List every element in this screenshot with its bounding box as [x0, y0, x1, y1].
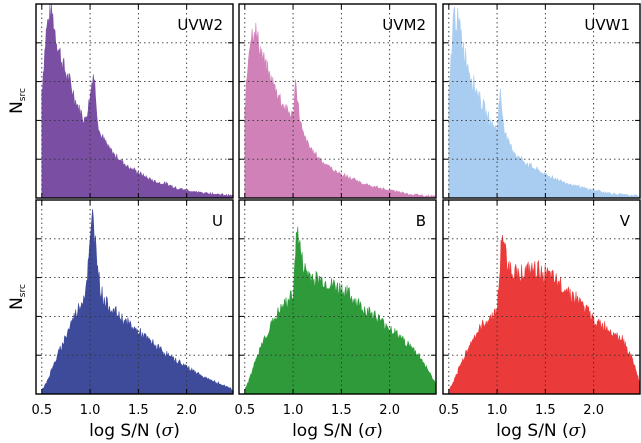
- x-axis-title-symbol: σ: [365, 421, 377, 441]
- band-label-v: V: [620, 212, 631, 230]
- x-tick-label-2-2: 1.5: [535, 403, 556, 418]
- band-label-u: U: [212, 212, 223, 230]
- panel-frame: [442, 3, 641, 199]
- panels-group: UVW2 UVM2 UVW1 U B V: [35, 3, 641, 395]
- histogram-area-uvw2: [41, 4, 233, 198]
- panel-frame: [442, 199, 641, 395]
- band-label-b: B: [416, 212, 426, 230]
- x-tick-label-0-3: 2.0: [176, 403, 197, 418]
- x-axis-title-text: log S/N (: [292, 421, 365, 441]
- x-axis-title-col3: log S/N (σ): [496, 421, 587, 441]
- panel-v: V: [442, 199, 641, 395]
- x-tick-label-1-0: 0.5: [234, 403, 255, 418]
- histogram-area-v: [448, 235, 640, 394]
- panel-b: B: [238, 199, 437, 395]
- x-tick-label-2-1: 1.0: [487, 403, 508, 418]
- panel-uvw1: UVW1: [442, 3, 641, 199]
- x-axis-title-close: ): [580, 421, 587, 441]
- panel-frame: [35, 199, 234, 395]
- x-axis-title-col1: log S/N (σ): [89, 421, 180, 441]
- x-tick-label-1-2: 1.5: [331, 403, 352, 418]
- x-axis-labels: 0.5 1.0 1.5 2.0 0.5 1.0 1.5 2.0 0.5 1.0 1.5 2.0: [31, 403, 604, 418]
- y-axis-title-bottom: Nsrc: [7, 284, 28, 310]
- y-axis-title-main: N: [7, 101, 27, 114]
- x-axis-title-symbol: σ: [569, 421, 581, 441]
- band-label-uvm2: UVM2: [382, 16, 426, 34]
- panel-uvm2: UVM2: [238, 3, 437, 199]
- y-axis-title-sub: src: [18, 88, 28, 101]
- histogram-area-uvm2: [244, 22, 436, 198]
- histogram-area-uvw1: [448, 6, 640, 198]
- band-label-uvw1: UVW1: [584, 16, 630, 34]
- x-tick-label-0-2: 1.5: [128, 403, 149, 418]
- panel-frame: [35, 3, 234, 199]
- panel-frame: [238, 3, 437, 199]
- y-axis-title-sub: src: [18, 284, 28, 297]
- panel-u: U: [35, 199, 234, 395]
- x-tick-label-1-1: 1.0: [283, 403, 304, 418]
- x-tick-label-1-3: 2.0: [379, 403, 400, 418]
- histogram-area-u: [41, 209, 233, 394]
- y-axis-title-main: N: [7, 297, 27, 310]
- x-tick-label-2-0: 0.5: [438, 403, 459, 418]
- panel-frame: [238, 199, 437, 395]
- band-label-uvw2: UVW2: [177, 16, 223, 34]
- x-tick-label-2-3: 2.0: [583, 403, 604, 418]
- x-tick-label-0-0: 0.5: [31, 403, 52, 418]
- x-tick-label-0-1: 1.0: [80, 403, 101, 418]
- histogram-area-b: [244, 226, 436, 394]
- x-axis-title-col2: log S/N (σ): [292, 421, 383, 441]
- x-axis-title-close: ): [173, 421, 180, 441]
- y-axis-title-top: Nsrc: [7, 88, 28, 114]
- x-axis-title-text: log S/N (: [496, 421, 569, 441]
- x-axis-title-symbol: σ: [162, 421, 174, 441]
- x-axis-title-text: log S/N (: [89, 421, 162, 441]
- panel-uvw2: UVW2: [35, 3, 234, 199]
- x-axis-title-close: ): [376, 421, 383, 441]
